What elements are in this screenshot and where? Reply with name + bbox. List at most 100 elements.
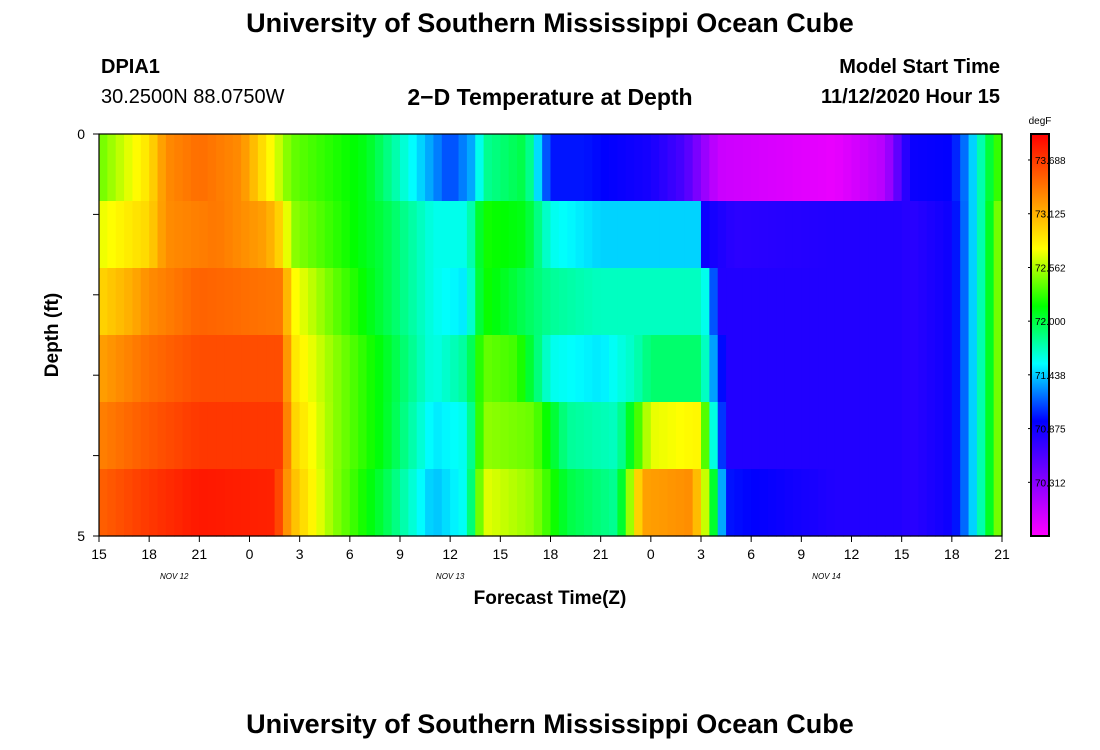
- heatmap-cells: [99, 134, 1003, 537]
- heatmap-cell: [508, 335, 518, 403]
- heatmap-cell: [583, 402, 593, 470]
- heatmap-cell: [391, 335, 401, 403]
- heatmap-cell: [115, 134, 125, 202]
- heatmap-cell: [734, 335, 744, 403]
- heatmap-cell: [174, 268, 184, 336]
- heatmap-cell: [859, 268, 869, 336]
- heatmap-cell: [684, 134, 694, 202]
- heatmap-cell: [759, 268, 769, 336]
- x-tick-label: 0: [246, 546, 254, 562]
- heatmap-cell: [859, 134, 869, 202]
- heatmap-cell: [634, 469, 644, 537]
- x-tick-label: 15: [91, 546, 107, 562]
- heatmap-cell: [742, 134, 752, 202]
- heatmap-cell: [592, 268, 602, 336]
- heatmap-cell: [542, 268, 552, 336]
- heatmap-cell: [650, 201, 660, 269]
- heatmap-cell: [650, 134, 660, 202]
- heatmap-cell: [333, 402, 343, 470]
- date-label: NOV 13: [436, 572, 465, 581]
- heatmap-cell: [742, 402, 752, 470]
- heatmap-cell: [859, 469, 869, 537]
- heatmap-cell: [107, 201, 117, 269]
- heatmap-cell: [792, 402, 802, 470]
- heatmap-cell: [617, 469, 627, 537]
- heatmap-cell: [558, 268, 568, 336]
- heatmap-cell: [475, 335, 485, 403]
- heatmap-cell: [684, 268, 694, 336]
- heatmap-cell: [232, 469, 242, 537]
- heatmap-cell: [868, 335, 878, 403]
- heatmap-cell: [483, 402, 493, 470]
- heatmap-cell: [884, 201, 894, 269]
- heatmap-cell: [533, 402, 543, 470]
- heatmap-cell: [926, 469, 936, 537]
- heatmap-cell: [851, 469, 861, 537]
- heatmap-cell: [709, 402, 719, 470]
- heatmap-cell: [734, 469, 744, 537]
- heatmap-cell: [341, 335, 351, 403]
- heatmap-cell: [918, 134, 928, 202]
- heatmap-cell: [792, 469, 802, 537]
- heatmap-cell: [976, 335, 986, 403]
- heatmap-cell: [976, 402, 986, 470]
- heatmap-cell: [458, 134, 468, 202]
- heatmap-cell: [316, 134, 326, 202]
- heatmap-cell: [124, 335, 134, 403]
- heatmap-cell: [266, 201, 276, 269]
- heatmap-cell: [374, 335, 384, 403]
- heatmap-cell: [115, 335, 125, 403]
- heatmap-cell: [583, 201, 593, 269]
- heatmap-cell: [266, 469, 276, 537]
- heatmap-cell: [692, 268, 702, 336]
- heatmap-cell: [993, 268, 1003, 336]
- heatmap-cell: [826, 134, 836, 202]
- heatmap-cell: [483, 335, 493, 403]
- x-tick-label: 12: [844, 546, 860, 562]
- heatmap-cell: [199, 402, 209, 470]
- heatmap-cell: [132, 469, 142, 537]
- heatmap-cell: [416, 335, 426, 403]
- heatmap-cell: [792, 268, 802, 336]
- heatmap-cell: [500, 335, 510, 403]
- heatmap-cell: [224, 134, 234, 202]
- heatmap-cell: [951, 201, 961, 269]
- heatmap-cell: [333, 335, 343, 403]
- heatmap-cell: [818, 469, 828, 537]
- heatmap-cell: [383, 469, 393, 537]
- heatmap-cell: [216, 402, 226, 470]
- heatmap-cell: [818, 402, 828, 470]
- heatmap-cell: [174, 134, 184, 202]
- heatmap-cell: [517, 469, 527, 537]
- heatmap-cell: [884, 402, 894, 470]
- heatmap-cell: [366, 134, 376, 202]
- heatmap-cell: [843, 201, 853, 269]
- heatmap-cell: [458, 402, 468, 470]
- heatmap-cell: [466, 469, 476, 537]
- heatmap-cell: [809, 402, 819, 470]
- heatmap-cell: [550, 402, 560, 470]
- heatmap-cell: [985, 201, 995, 269]
- heatmap-cell: [99, 469, 108, 537]
- heatmap-cell: [199, 268, 209, 336]
- heatmap-cell: [224, 335, 234, 403]
- x-tick-label: 18: [141, 546, 157, 562]
- heatmap-cell: [542, 201, 552, 269]
- heatmap-cell: [124, 268, 134, 336]
- heatmap-cell: [935, 469, 945, 537]
- heatmap-cell: [324, 201, 334, 269]
- heatmap-cell: [441, 469, 451, 537]
- heatmap-cell: [216, 335, 226, 403]
- heatmap-cell: [709, 335, 719, 403]
- heatmap-cell: [207, 402, 217, 470]
- heatmap-cell: [600, 335, 610, 403]
- heatmap-cell: [567, 469, 577, 537]
- heatmap-cell: [400, 335, 409, 403]
- x-tick-label: 9: [396, 546, 404, 562]
- heatmap-cell: [207, 335, 217, 403]
- heatmap-cell: [408, 201, 418, 269]
- heatmap-cell: [834, 469, 844, 537]
- heatmap-cell: [299, 268, 309, 336]
- heatmap-cell: [968, 335, 978, 403]
- heatmap-cell: [333, 469, 343, 537]
